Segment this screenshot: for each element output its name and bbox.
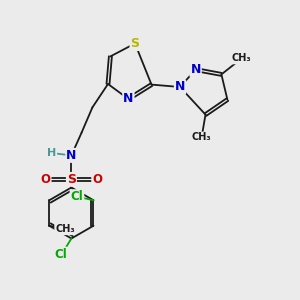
Text: O: O [40,173,51,186]
Text: N: N [190,63,201,76]
Text: O: O [92,173,102,186]
Text: CH₃: CH₃ [192,132,212,142]
Text: N: N [175,80,185,94]
Text: CH₃: CH₃ [55,224,75,234]
Text: S: S [67,173,76,186]
Text: S: S [130,37,140,50]
Text: Cl: Cl [70,190,83,203]
Text: N: N [66,149,76,162]
Text: N: N [123,92,134,106]
Text: CH₃: CH₃ [232,53,251,64]
Text: H: H [47,148,56,158]
Text: Cl: Cl [54,248,67,261]
